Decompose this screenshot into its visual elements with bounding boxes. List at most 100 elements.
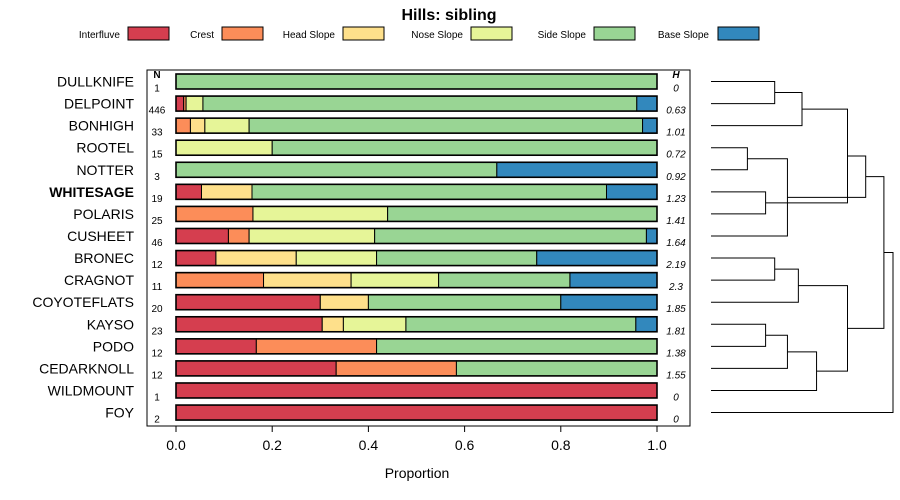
- n-value: 12: [151, 348, 163, 359]
- legend-swatch-nose-slope: [470, 26, 513, 41]
- bar-segment-head-slope: [189, 117, 206, 134]
- bar-segment-head-slope: [321, 316, 344, 333]
- bar-segment-head-slope: [263, 272, 352, 289]
- x-axis-label: Proportion: [385, 465, 450, 481]
- bar-segment-side-slope: [202, 95, 638, 112]
- n-value: 1: [154, 392, 160, 403]
- category-label: CEDARKNOLL: [39, 360, 134, 376]
- row-cragnot: CRAGNOT 11 2.3: [64, 271, 683, 293]
- row-kayso: KAYSO 23 1.81: [87, 315, 686, 337]
- bar-segment-side-slope: [248, 117, 644, 134]
- n-value: 23: [151, 326, 163, 337]
- h-value: 1.64: [666, 238, 686, 249]
- bar-segment-crest: [175, 117, 191, 134]
- bar-segment-interfluve: [175, 404, 658, 421]
- dendrogram-branch: [798, 285, 848, 372]
- n-value: 15: [151, 150, 163, 161]
- row-cusheet: CUSHEET 46 1.64: [67, 227, 686, 249]
- category-label: DELPOINT: [64, 96, 134, 112]
- h-column-header: H: [672, 70, 680, 81]
- dendrogram-branch: [765, 108, 848, 204]
- bar-segment-nose-slope: [295, 250, 378, 267]
- n-column-header: N: [153, 70, 160, 81]
- bar-segment-base-slope: [645, 227, 658, 244]
- h-value: 0.92: [666, 172, 686, 183]
- bar-segment-side-slope: [251, 183, 607, 200]
- legend-swatch-head-slope: [342, 26, 385, 41]
- h-value: 2.19: [665, 260, 686, 271]
- legend-label-nose-slope: Nose Slope: [411, 30, 463, 41]
- h-value: 0.72: [666, 150, 686, 161]
- n-value: 46: [151, 238, 163, 249]
- bar-outline: [175, 161, 658, 179]
- bar-segment-base-slope: [560, 294, 658, 311]
- x-axis: 0.0 0.2 0.4 0.6 0.8 1.0: [166, 426, 667, 453]
- h-value: 0: [673, 84, 679, 95]
- row-whitesage: WHITESAGE 19 1.23: [49, 183, 686, 205]
- bar-segment-side-slope: [367, 294, 562, 311]
- category-label: NOTTER: [76, 162, 134, 178]
- bar-segment-side-slope: [376, 338, 658, 355]
- row-delpoint: DELPOINT 446 0.63: [64, 95, 686, 117]
- dendrogram-branch: [787, 155, 867, 198]
- bar-segment-base-slope: [496, 161, 658, 178]
- bar-segment-interfluve: [175, 95, 185, 112]
- bar-segment-base-slope: [569, 272, 658, 289]
- bar-segment-crest: [175, 205, 254, 222]
- n-value: 19: [151, 194, 163, 205]
- dendrogram-branch: [847, 176, 885, 329]
- bar-segment-nose-slope: [175, 139, 273, 156]
- x-tick-label: 0.8: [551, 437, 571, 453]
- category-label: CUSHEET: [67, 228, 134, 244]
- n-value: 1: [154, 84, 160, 95]
- n-value: 446: [149, 106, 166, 117]
- row-bronec: BRONEC 12 2.19: [74, 249, 686, 271]
- category-label: COYOTEFLATS: [32, 294, 134, 310]
- bar-segment-base-slope: [536, 250, 658, 267]
- row-dullknife: DULLKNIFE 1 0: [57, 73, 679, 95]
- bar-segment-interfluve: [175, 338, 257, 355]
- bar-segment-interfluve: [175, 382, 658, 399]
- bar-segment-interfluve: [175, 294, 321, 311]
- dendrogram-branch: [711, 191, 767, 215]
- n-value: 3: [154, 172, 160, 183]
- bar-segment-side-slope: [271, 139, 658, 156]
- legend-swatch-side-slope: [593, 26, 636, 41]
- n-value: 20: [151, 304, 163, 315]
- legend: Interfluve Crest Head Slope Nose Slope Side …: [79, 26, 760, 41]
- bar-outline: [175, 183, 658, 201]
- row-rootel: ROOTEL 15 0.72: [76, 139, 686, 161]
- h-value: 1.01: [666, 128, 685, 139]
- dendrogram-branch: [711, 158, 788, 237]
- row-cedarknoll: CEDARKNOLL 12 1.55: [39, 360, 686, 381]
- h-value: 1.41: [666, 216, 685, 227]
- bar-outline: [175, 271, 658, 289]
- h-value: 0: [673, 392, 679, 403]
- bar-segment-nose-slope: [342, 316, 407, 333]
- bar-segment-side-slope: [175, 73, 658, 90]
- bar-segment-interfluve: [175, 183, 202, 200]
- row-bonhigh: BONHIGH 33 1.01: [69, 117, 686, 139]
- bar-segment-crest: [255, 338, 378, 355]
- n-value: 11: [152, 282, 163, 293]
- bar-segment-crest: [175, 272, 265, 289]
- bar-segment-interfluve: [175, 227, 229, 244]
- bar-segment-nose-slope: [204, 117, 250, 134]
- bar-segment-side-slope: [376, 250, 538, 267]
- category-label: BONHIGH: [69, 118, 134, 134]
- x-tick-label: 1.0: [647, 437, 667, 453]
- category-label: PODO: [93, 338, 134, 354]
- dendrogram-branch: [711, 92, 803, 127]
- bar-outline: [175, 95, 658, 112]
- bar-segment-base-slope: [642, 117, 658, 134]
- row-wildmount: WILDMOUNT 1 0: [48, 382, 679, 403]
- x-tick-label: 0.0: [166, 437, 186, 453]
- legend-label-base-slope: Base Slope: [658, 30, 710, 41]
- legend-swatch-interfluve: [127, 26, 170, 41]
- row-polaris: POLARIS 25 1.41: [73, 205, 686, 227]
- row-coyoteflats: COYOTEFLATS 20 1.85: [32, 293, 686, 315]
- dendrogram-branch: [711, 334, 788, 369]
- x-tick-label: 0.2: [262, 437, 282, 453]
